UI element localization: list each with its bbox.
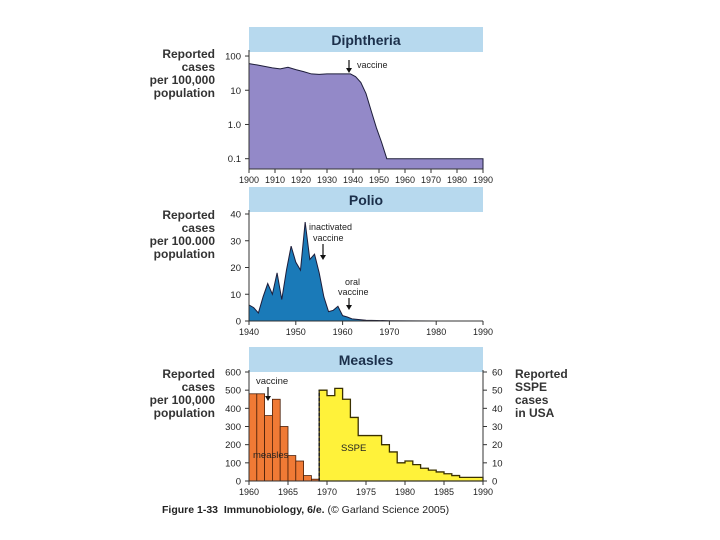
diphtheria-x-tick-label: 1900 — [239, 175, 259, 185]
polio-x-tick-label: 1990 — [473, 327, 493, 337]
polio-oral-vaccine-annotation: oral — [345, 277, 360, 287]
measles-title-band — [249, 347, 483, 372]
polio-series-polio-area — [248, 221, 483, 322]
measles-y-tick-label: 300 — [225, 422, 241, 433]
measles-chart-title: Measles — [339, 352, 394, 368]
diphtheria-x-tick-label: 1940 — [343, 175, 363, 185]
measles-y-axis-label: Reported cases per 100,000 population — [149, 367, 215, 420]
polio-inactivated-vaccine-arrow-head — [320, 255, 326, 260]
polio-x-tick-label: 1960 — [333, 327, 353, 337]
diphtheria-y-tick-label: 0.1 — [228, 154, 241, 165]
measles-series-measles-bar-1960 — [248, 393, 258, 482]
measles-vaccine-arrow-head — [265, 396, 271, 401]
diphtheria-x-tick-label: 1930 — [317, 175, 337, 185]
measles-y-tick-label: 600 — [225, 368, 241, 379]
measles-x-tick-label: 1965 — [278, 487, 298, 497]
diphtheria-x-tick-label: 1920 — [291, 175, 311, 185]
polio-x-tick-label: 1970 — [379, 327, 399, 337]
polio-x-tick-label: 1940 — [239, 327, 259, 337]
diphtheria-x-tick-label: 1910 — [265, 175, 285, 185]
measles-x-tick-label: 1980 — [395, 487, 415, 497]
measles-x-tick-label: 1970 — [317, 487, 337, 497]
polio-inactivated-vaccine-annotation: vaccine — [313, 233, 344, 243]
diphtheria-x-tick-label: 1990 — [473, 175, 493, 185]
diphtheria-chart-title: Diphtheria — [331, 32, 400, 48]
measles-x-tick-label: 1960 — [239, 487, 259, 497]
measles-y-tick-label: 400 — [225, 404, 241, 415]
polio-oral-vaccine-arrow-head — [346, 305, 352, 310]
measles-right-axis-label: Reported SSPE cases in USA — [515, 367, 568, 420]
measles-series-measles-bar-1962 — [264, 415, 273, 482]
measles-series-measles-bar-1966 — [295, 460, 304, 482]
diphtheria-x-tick-label: 1980 — [447, 175, 467, 185]
measles-x-tick-label: 1990 — [473, 487, 493, 497]
figure-caption: Figure 1-33 Immunobiology, 6/e. (© Garla… — [162, 504, 449, 516]
diphtheria-vaccine-annotation: vaccine — [357, 60, 388, 70]
polio-title-band — [249, 187, 483, 212]
measles-series-measles-bar-1961 — [256, 393, 265, 482]
diphtheria-x-tick-label: 1960 — [395, 175, 415, 185]
diphtheria-vaccine-arrow-head — [346, 68, 352, 73]
measles-series-label: measles — [253, 450, 289, 461]
measles-series-sspe-area — [318, 387, 484, 482]
measles-y-tick-label: 0 — [236, 477, 241, 488]
measles-y2-tick-label: 10 — [492, 458, 503, 469]
measles-y2-tick-label: 60 — [492, 368, 503, 379]
polio-y-tick-label: 30 — [230, 236, 241, 247]
diphtheria-y-axis-label: Reported cases per 100,000 population — [149, 47, 215, 100]
polio-y-tick-label: 10 — [230, 290, 241, 301]
diphtheria-x-tick-label: 1970 — [421, 175, 441, 185]
measles-y2-tick-label: 20 — [492, 440, 503, 451]
measles-y2-tick-label: 30 — [492, 422, 503, 433]
diphtheria-series-diphtheria-area — [248, 63, 484, 170]
measles-vaccine-annotation: vaccine — [256, 376, 288, 387]
diphtheria-y-tick-label: 1.0 — [228, 120, 241, 131]
polio-chart-title: Polio — [349, 192, 383, 208]
polio-x-tick-label: 1980 — [426, 327, 446, 337]
caption-label: Figure 1-33 — [162, 504, 219, 516]
polio-oral-vaccine-annotation: vaccine — [338, 287, 369, 297]
measles-x-tick-label: 1985 — [434, 487, 454, 497]
measles-y2-tick-label: 40 — [492, 404, 503, 415]
measles-series-measles-bar-1963 — [271, 398, 281, 482]
polio-y-tick-label: 20 — [230, 263, 241, 274]
caption-credit: (© Garland Science 2005) — [327, 504, 450, 516]
measles-y-tick-label: 100 — [225, 458, 241, 469]
diphtheria-title-band — [249, 27, 483, 52]
measles-x-tick-label: 1975 — [356, 487, 376, 497]
diphtheria-y-tick-label: 100 — [225, 52, 241, 63]
diphtheria-y-tick-label: 10 — [230, 86, 241, 97]
caption-book: Immunobiology, 6/e. — [223, 504, 325, 516]
measles-series-measles-bar-1965 — [287, 455, 297, 482]
polio-y-tick-label: 0 — [236, 317, 241, 328]
polio-inactivated-vaccine-annotation: inactivated — [309, 222, 352, 232]
measles-y2-tick-label: 50 — [492, 386, 503, 397]
sspe-series-label: SSPE — [341, 443, 366, 454]
measles-y-tick-label: 500 — [225, 386, 241, 397]
measles-series-measles-bar-1967 — [303, 475, 312, 482]
polio-y-axis-label: Reported cases per 100.000 population — [149, 208, 215, 261]
measles-y2-tick-label: 0 — [492, 477, 497, 488]
polio-x-tick-label: 1950 — [286, 327, 306, 337]
diphtheria-x-tick-label: 1950 — [369, 175, 389, 185]
measles-y-tick-label: 200 — [225, 440, 241, 451]
polio-y-tick-label: 40 — [230, 210, 241, 221]
